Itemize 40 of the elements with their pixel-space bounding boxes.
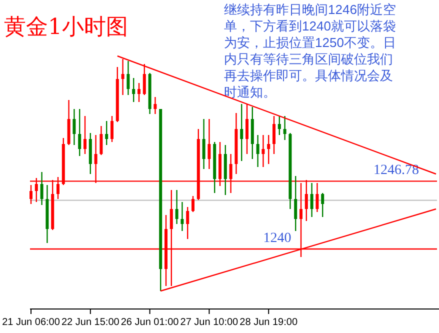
x-tick-label: 21 Jun 06:00 [2,317,60,328]
candlestick [208,118,211,170]
annotation: 继续持有昨日晚间1246附近空单，下方看到1240就可以落袋为安，止损位置1250不变。日内只有等待三角区间破位我们再去操作即可。具体情况会及时通知。 [224,2,396,100]
text: 黄金1小时图 [4,15,128,40]
candlestick [72,108,76,146]
candlestick [186,206,190,240]
candlestick [100,125,103,156]
candlestick [105,120,108,146]
candlestick [126,60,130,96]
candlestick [262,134,265,168]
candlestick [78,108,82,157]
candlestick [321,192,324,218]
x-tick-label: 27 Jun 10:00 [180,317,239,328]
candlestick [267,134,270,165]
candlestick [142,63,146,96]
candlestick [121,58,124,96]
ref-line-label: 1240 [263,231,292,246]
candlestick [294,175,298,232]
x-tick-label: 26 Jun 01:00 [120,317,180,328]
candlestick [30,184,32,205]
candlestick [132,77,136,103]
candlestick [256,134,260,168]
candlestick [192,195,194,213]
candlestick [240,103,244,162]
x-tick-label: 22 Jun 15:00 [61,317,120,328]
candlestick [84,115,86,155]
candlestick [310,182,314,218]
candlestick [278,115,281,136]
x-tick-label: 28 Jun 19:00 [240,317,298,328]
ref-line-label: 1246.78 [374,163,419,178]
candlestick [175,189,178,225]
candlestick [180,201,184,232]
candlestick [246,103,248,155]
candlestick [138,82,140,103]
candlestick [272,115,276,155]
candlestick [110,115,114,143]
candlestick [283,115,286,141]
candlestick [154,96,157,115]
candlestick [40,171,44,206]
candlestick [202,118,206,170]
